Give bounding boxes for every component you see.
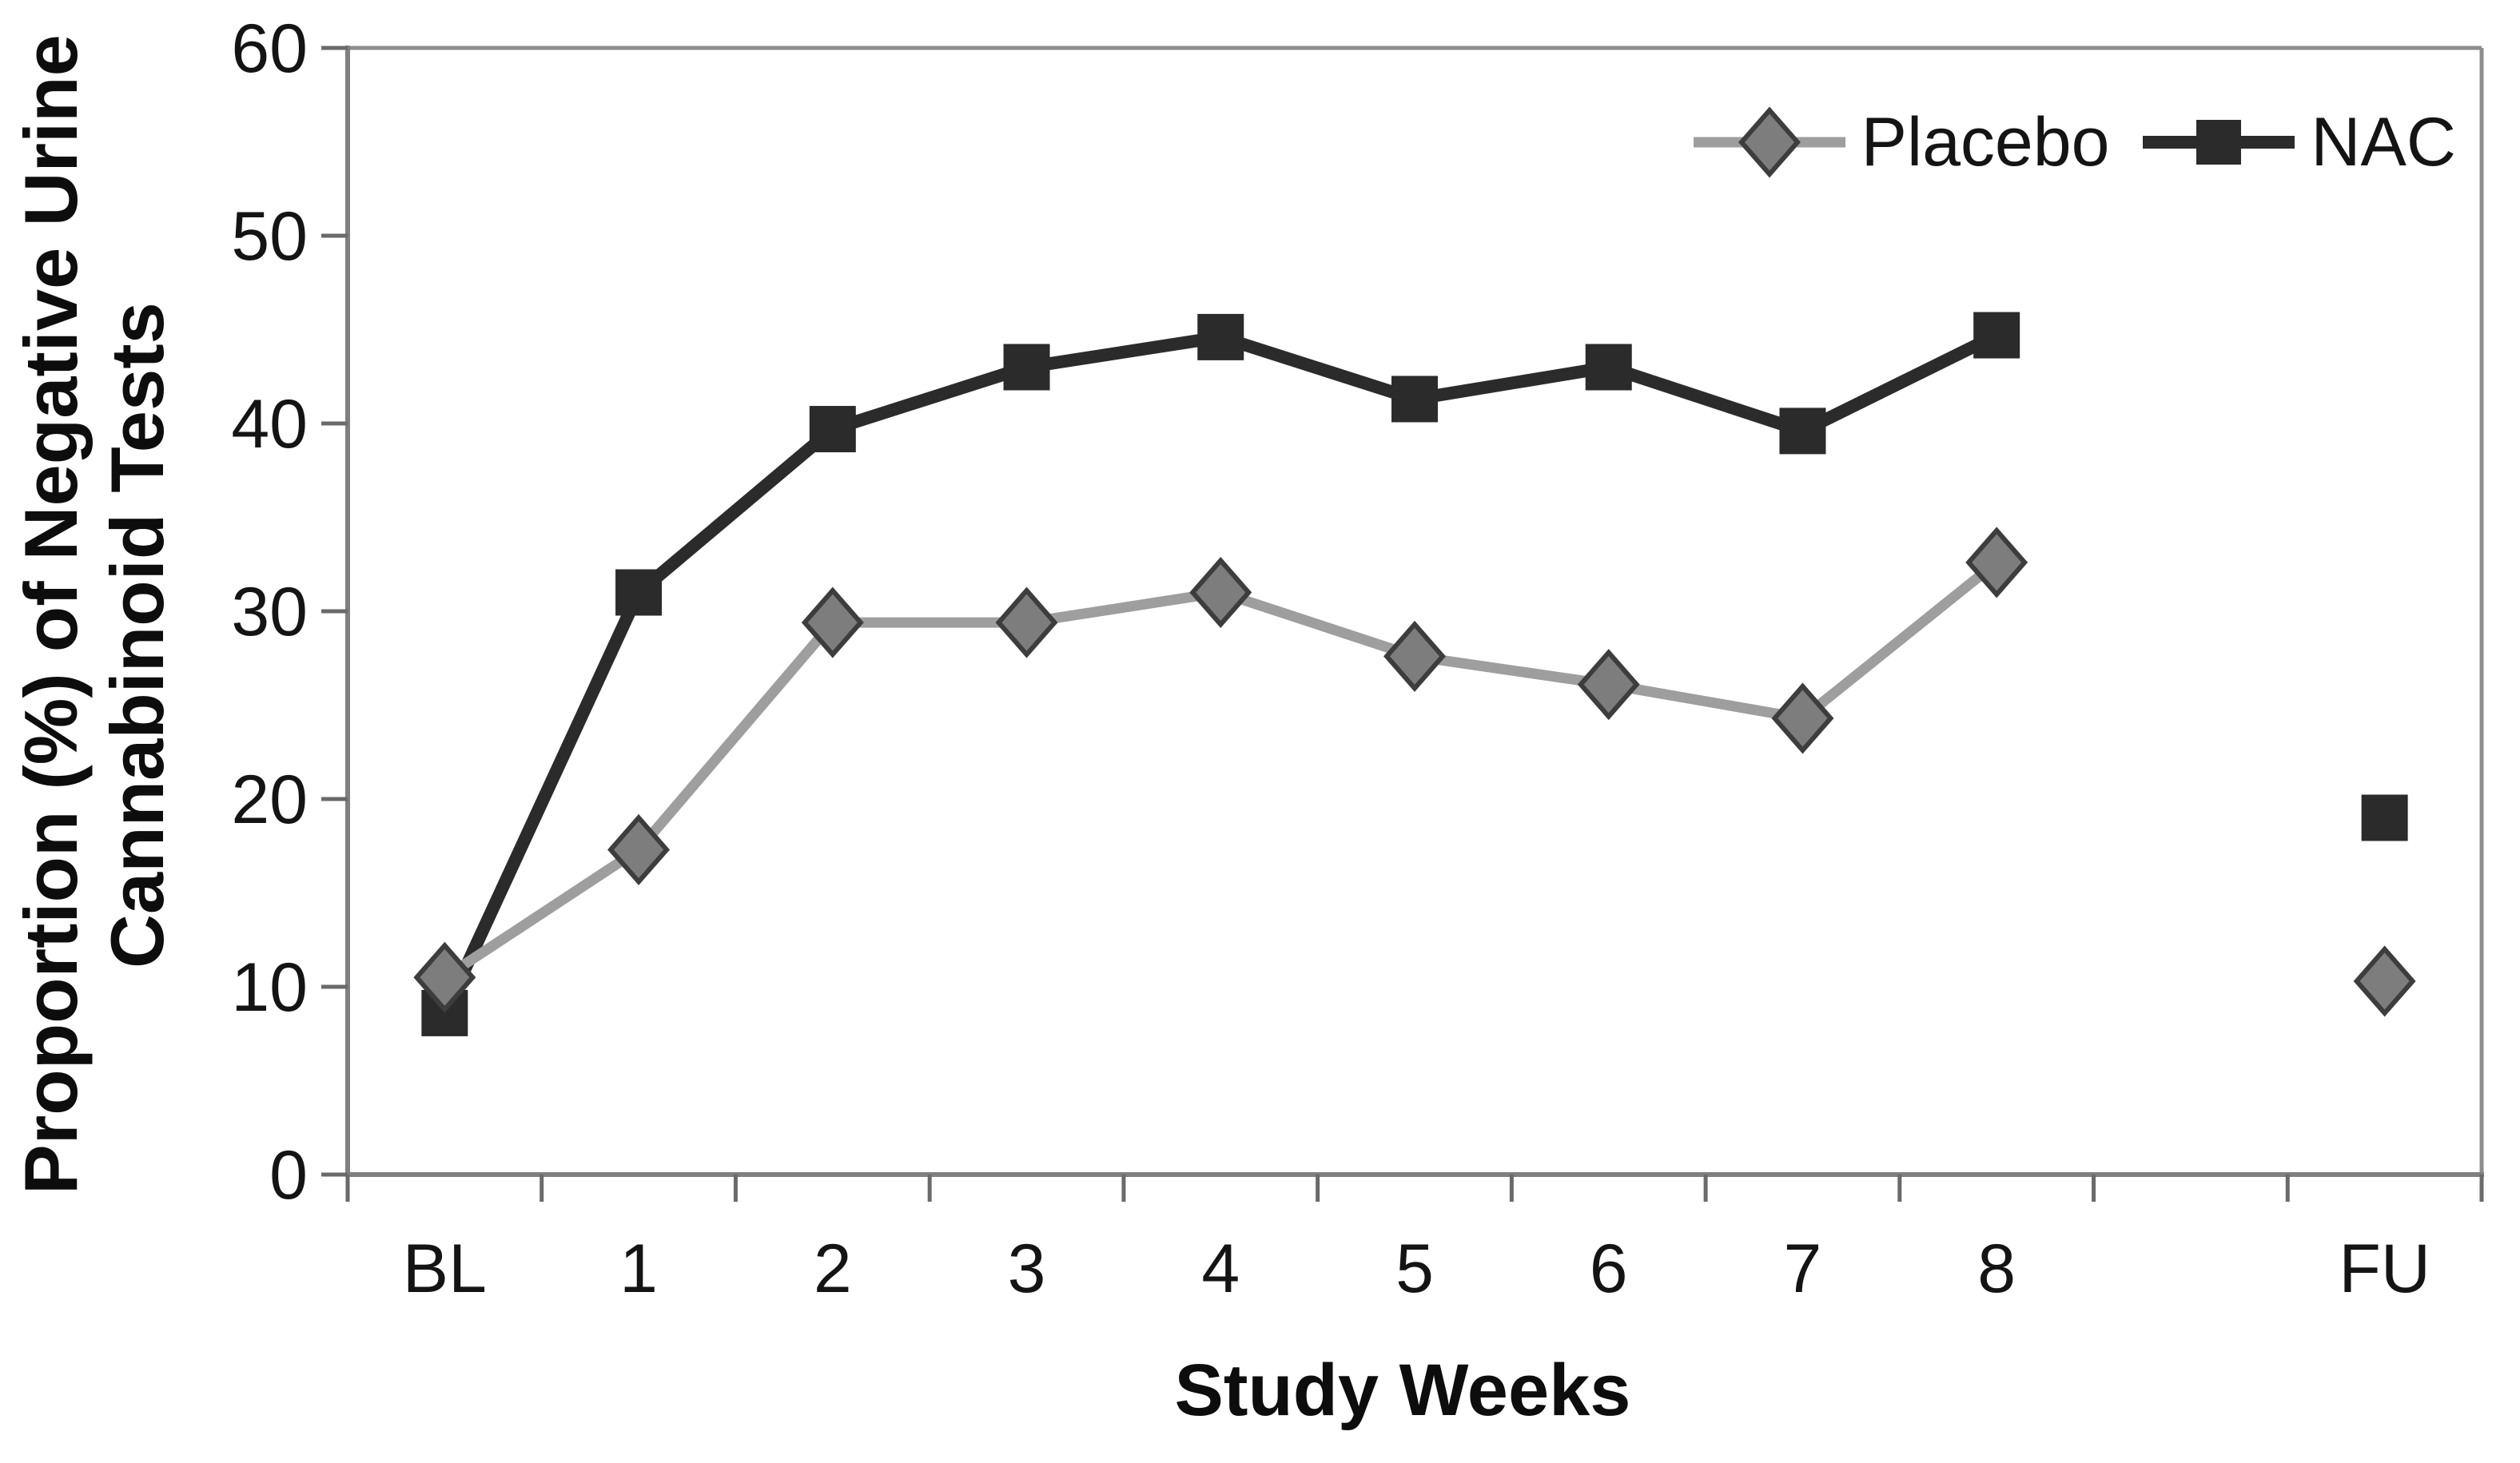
placebo-marker (413, 941, 476, 1013)
nac-marker (2361, 794, 2408, 841)
x-tick-label: 6 (1590, 1230, 1628, 1307)
x-tick-label: 3 (1008, 1230, 1046, 1307)
nac-marker (1973, 312, 2020, 359)
x-axis-title: Study Weeks (1174, 1350, 1631, 1431)
x-tick-label: 2 (814, 1230, 852, 1307)
x-tick-label: 8 (1977, 1230, 2016, 1307)
y-tick-label: 10 (231, 949, 308, 1026)
placebo-marker (607, 813, 671, 886)
placebo-marker (995, 586, 1058, 658)
y-tick-label: 0 (269, 1137, 308, 1214)
legend: Placebo NAC (1693, 104, 2456, 181)
x-tick-label: 4 (1201, 1230, 1240, 1307)
nac-marker (615, 569, 663, 616)
x-tick-label: BL (403, 1230, 487, 1307)
x-tick-label: 7 (1784, 1230, 1822, 1307)
placebo-diamond-icon (1693, 105, 1845, 179)
legend-label-nac: NAC (2311, 104, 2456, 181)
x-tick-label: 1 (619, 1230, 658, 1307)
y-tick-label: 30 (231, 574, 308, 650)
placebo-marker (1771, 682, 1834, 754)
x-tick-label: FU (2339, 1230, 2430, 1307)
nac-marker (1585, 344, 1632, 391)
placebo-marker (801, 586, 864, 658)
placebo-marker (1189, 556, 1252, 629)
y-axis-title-line2: Cannabinoid Tests (95, 302, 180, 968)
nac-marker (809, 406, 856, 453)
y-tick-label: 20 (231, 761, 308, 838)
nac-marker (1197, 313, 1244, 360)
y-axis-title-line1: Proportion (%) of Negative Urine (9, 34, 93, 1195)
nac-square-icon (2143, 105, 2295, 179)
legend-item-placebo: Placebo (1693, 104, 2110, 181)
placebo-marker (1383, 620, 1446, 692)
nac-marker (1779, 407, 1826, 455)
y-tick-label: 40 (231, 386, 308, 463)
nac-marker (1003, 344, 1050, 391)
nac-line (438, 328, 2004, 1020)
legend-label-placebo: Placebo (1861, 104, 2110, 181)
y-axis-title: Proportion (%) of Negative Urine Cannabi… (8, 34, 192, 1195)
nac-marker (1391, 376, 1438, 423)
placebo-marker (2353, 945, 2416, 1017)
x-tick-label: 5 (1395, 1230, 1434, 1307)
placebo-marker (1577, 649, 1640, 721)
legend-item-nac: NAC (2143, 105, 2456, 179)
y-tick-label: 60 (231, 10, 308, 87)
placebo-marker (1965, 527, 2028, 598)
y-tick-label: 50 (231, 198, 308, 275)
